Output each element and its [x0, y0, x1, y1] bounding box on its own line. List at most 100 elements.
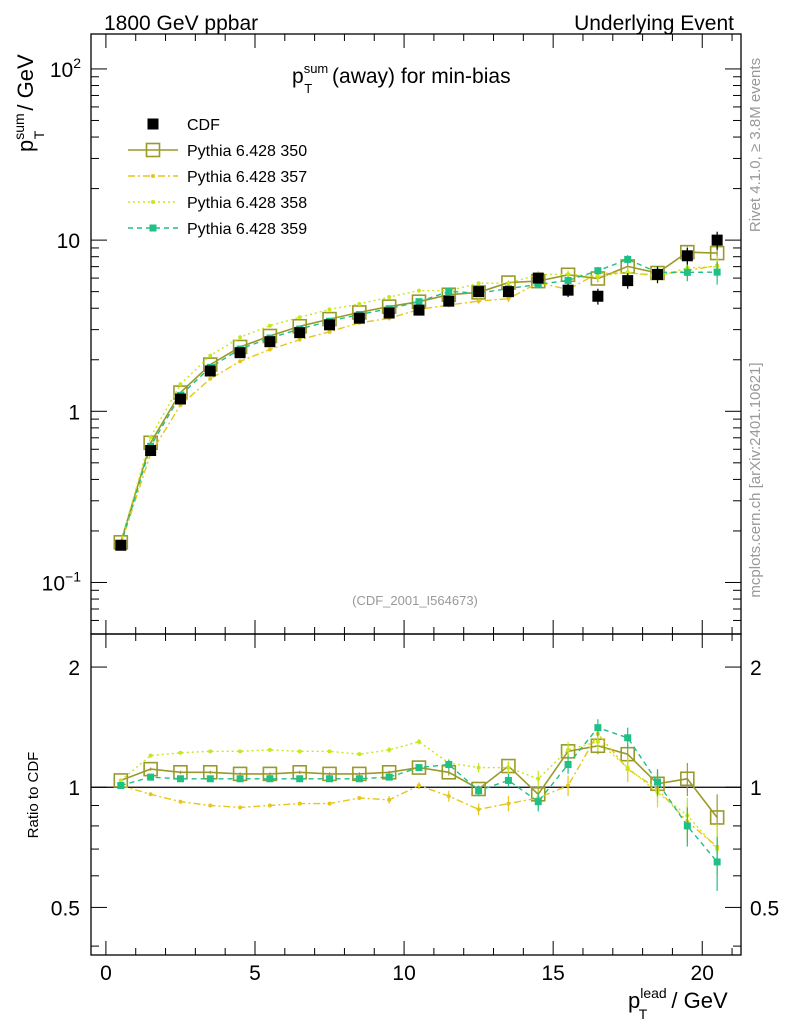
cdf-data-point — [115, 539, 127, 551]
series-2-main-point — [357, 301, 362, 306]
analysis-id: (CDF_2001_I564673) — [352, 593, 478, 608]
main-y-tick-label: 10 — [57, 230, 80, 253]
cdf-data-point — [443, 295, 455, 307]
series-3-main-point — [534, 280, 542, 288]
series-2-main-point — [327, 307, 332, 312]
series-3-ratio-point — [594, 724, 602, 732]
ratio-y-tick-label-right: 2 — [750, 657, 762, 680]
series-2-main-point — [595, 274, 600, 279]
cdf-data-point — [622, 275, 634, 287]
legend-label: Pythia 6.428 357 — [187, 169, 307, 186]
series-3-ratio-point — [206, 775, 214, 783]
series-2-ratio-point — [208, 749, 213, 754]
series-2-ratio-point — [357, 752, 362, 757]
series-2-main-point — [387, 295, 392, 300]
series-2-ratio-point — [536, 776, 541, 781]
main-y-tick-label: 102 — [50, 55, 81, 82]
legend-label: Pythia 6.428 359 — [187, 221, 307, 238]
ratio-y-tick-label-left: 2 — [68, 657, 80, 680]
cdf-data-point — [711, 234, 723, 246]
series-1-ratio-point — [178, 799, 183, 804]
ratio-panel-frame — [90, 633, 742, 956]
series-1-ratio-point — [416, 783, 421, 788]
ratio-y-tick-label-left: 0.5 — [51, 897, 80, 920]
cdf-data-point — [652, 268, 664, 280]
cdf-data-point — [502, 286, 514, 298]
series-3-ratio-point — [236, 775, 244, 783]
mcplots-label: mcplots.cern.ch [arXiv:2401.10621] — [747, 362, 764, 597]
series-2-ratio-line — [120, 740, 718, 850]
x-tick-label: 10 — [392, 962, 415, 985]
series-3-ratio-point — [683, 822, 691, 830]
series-0-ratio-point — [680, 771, 695, 787]
series-1-ratio-point — [297, 801, 302, 806]
series-3-ratio-point — [117, 782, 125, 790]
header-right: Underlying Event — [574, 12, 734, 35]
series-2-main-point — [267, 323, 272, 328]
series-1-main-line — [120, 264, 718, 545]
legend-marker-cdf — [147, 118, 159, 130]
legend-label: CDF — [187, 117, 220, 134]
cdf-data-point — [294, 327, 306, 339]
cdf-data-point — [264, 336, 276, 348]
ratio-y-tick-label-right: 1 — [750, 777, 762, 800]
series-2-main-point — [148, 434, 153, 439]
series-2-ratio-point — [178, 750, 183, 755]
x-tick-label: 20 — [691, 962, 714, 985]
series-1-ratio-point — [148, 792, 153, 797]
series-2-ratio-point — [148, 753, 153, 758]
series-1-ratio-point — [267, 803, 272, 808]
legend-marker — [151, 200, 155, 204]
series-1-ratio-point — [357, 795, 362, 800]
series-3-ratio-point — [415, 764, 423, 772]
cdf-data-point — [592, 290, 604, 302]
series-1-main-point — [238, 359, 243, 364]
series-1-main-point — [267, 347, 272, 352]
legend-label: Pythia 6.428 350 — [187, 143, 307, 160]
series-1-ratio-point — [476, 807, 481, 812]
series-2-ratio-point — [238, 749, 243, 754]
series-1-ratio-point — [387, 797, 392, 802]
series-2-ratio-point — [327, 749, 332, 754]
series-1-ratio-point — [506, 801, 511, 806]
series-3-ratio-point — [266, 775, 274, 783]
series-3-ratio-point — [564, 761, 572, 769]
cdf-data-point — [204, 365, 216, 377]
series-3-ratio-point — [504, 776, 512, 784]
series-1-ratio-point — [238, 805, 243, 810]
rivet-label: Rivet 4.1.0, ≥ 3.8M events — [747, 58, 764, 232]
header-left: 1800 GeV ppbar — [104, 12, 258, 35]
series-2-ratio-point — [416, 739, 421, 744]
series-3-main-point — [713, 268, 721, 276]
series-2-ratio-point — [297, 749, 302, 754]
plot-title: psum T (away) for min-bias — [292, 61, 511, 96]
x-axis-label: plead T / GeV — [628, 985, 728, 1022]
x-tick-label: 0 — [100, 962, 112, 985]
x-tick-label: 15 — [541, 962, 564, 985]
series-3-ratio-point — [654, 778, 662, 786]
series-3-ratio-point — [624, 734, 632, 742]
series-1-main-point — [297, 337, 302, 342]
series-2-ratio-point — [506, 765, 511, 770]
series-3-main-point — [445, 287, 453, 295]
series-2-ratio-point — [267, 747, 272, 752]
series-3-main-point — [415, 298, 423, 306]
legend-marker — [145, 142, 161, 158]
ratio-y-tick-label-left: 1 — [68, 777, 80, 800]
series-2-main-point — [625, 270, 630, 275]
ratio-y-tick-label-right: 0.5 — [750, 897, 779, 920]
cdf-data-point — [413, 304, 425, 316]
legend-marker — [151, 174, 155, 178]
series-1-ratio-point — [208, 803, 213, 808]
cdf-data-point — [562, 284, 574, 296]
series-3-main-point — [624, 255, 632, 263]
cdf-data-point — [234, 347, 246, 359]
ratio-axis-label: Ratio to CDF — [25, 752, 42, 839]
series-2-main-point — [297, 315, 302, 320]
series-2-ratio-point — [625, 765, 630, 770]
series-3-main-point — [683, 268, 691, 276]
series-3-ratio-point — [176, 775, 184, 783]
cdf-data-point — [473, 286, 485, 298]
series-2-main-point — [178, 382, 183, 387]
